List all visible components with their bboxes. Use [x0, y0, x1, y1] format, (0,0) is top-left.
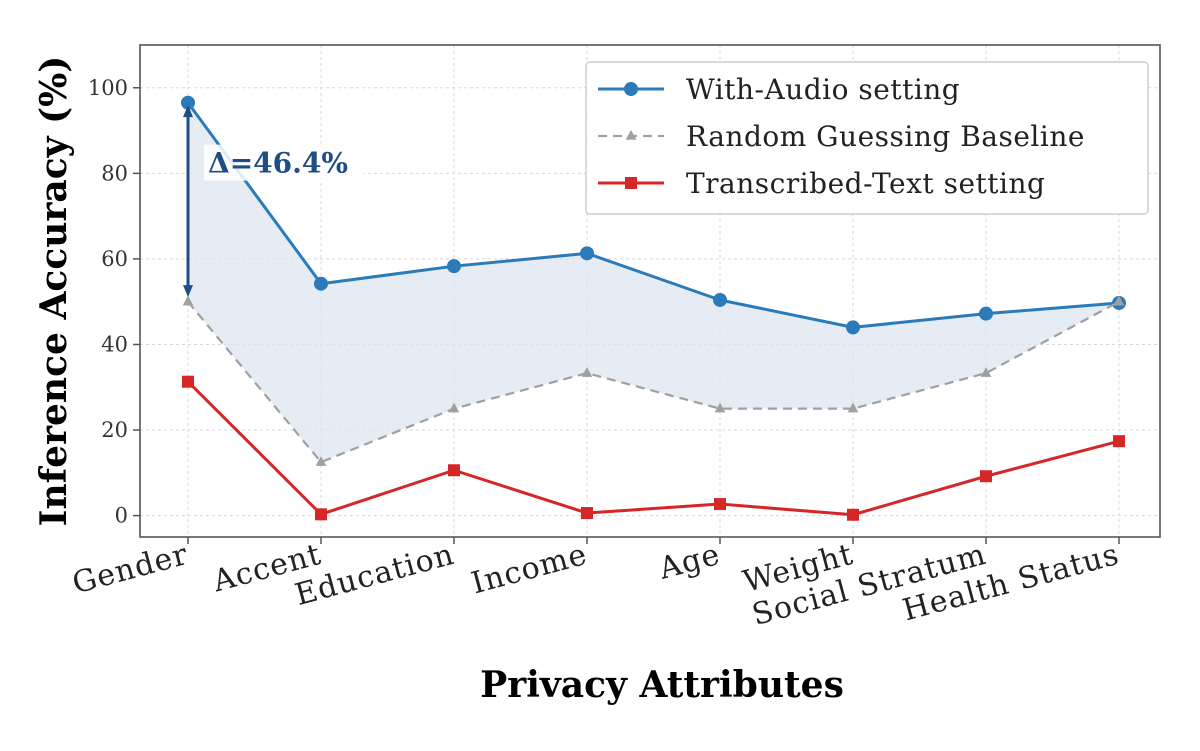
delta-label: Δ=46.4%	[208, 147, 348, 180]
legend-marker-with-audio-setting	[624, 82, 638, 96]
data-point-transcribed-text-setting	[581, 507, 593, 520]
series-line-with-audio-setting	[186, 101, 1120, 329]
data-point-with-audio-setting	[580, 246, 594, 261]
legend-label-random-guessing-baseline: Random Guessing Baseline	[686, 120, 1085, 153]
series-with-audio-setting	[181, 95, 1126, 335]
legend-item-random-guessing-baseline: Random Guessing Baseline	[598, 120, 1085, 153]
data-point-with-audio-setting	[979, 306, 993, 321]
data-point-with-audio-setting	[447, 259, 461, 274]
legend-marker-transcribed-text-setting	[625, 177, 637, 189]
delta-arrow-head-bottom	[183, 285, 193, 298]
data-point-with-audio-setting	[846, 320, 860, 335]
data-point-transcribed-text-setting	[847, 508, 859, 521]
y-tick-label: 80	[101, 161, 128, 185]
data-point-transcribed-text-setting	[714, 498, 726, 511]
delta-annotation: Δ=46.4%	[183, 105, 364, 298]
data-point-transcribed-text-setting	[1113, 435, 1125, 448]
x-axis-title: Privacy Attributes	[480, 664, 844, 706]
data-point-random-guessing-baseline	[581, 367, 593, 377]
y-tick-label: 60	[101, 247, 128, 271]
legend-item-with-audio-setting: With-Audio setting	[598, 73, 960, 106]
series-random-guessing-baseline	[182, 295, 1125, 466]
y-tick-label: 0	[115, 504, 128, 528]
legend-items: With-Audio setting Random Guessing Baseli…	[598, 73, 1085, 200]
plot-frame	[139, 44, 1161, 538]
data-point-random-guessing-baseline	[315, 456, 327, 466]
legend-box	[585, 61, 1149, 215]
data-point-transcribed-text-setting	[980, 470, 992, 483]
y-tick-label: 20	[101, 418, 128, 442]
legend-label-transcribed-text-setting: Transcribed-Text setting	[686, 167, 1045, 200]
data-point-random-guessing-baseline	[448, 402, 460, 413]
legend-marker-random-guessing-baseline	[625, 129, 637, 140]
data-point-with-audio-setting	[314, 276, 328, 291]
delta-label-background	[204, 144, 364, 181]
data-point-random-guessing-baseline	[1113, 295, 1125, 306]
legend-item-transcribed-text-setting: Transcribed-Text setting	[598, 167, 1045, 200]
series-line-transcribed-text-setting	[186, 380, 1120, 517]
y-axis-title: Inference Accuracy (%)	[33, 56, 75, 527]
y-axis-ticks: 0 20 40 60 80 100	[88, 76, 140, 528]
x-tick-label: Age	[655, 537, 725, 587]
delta-arrow-head-top	[183, 105, 193, 118]
x-tick-label: Income	[468, 537, 591, 601]
data-point-random-guessing-baseline	[980, 367, 992, 377]
data-point-transcribed-text-setting	[448, 464, 460, 477]
y-tick-label: 100	[88, 76, 128, 100]
data-point-random-guessing-baseline	[714, 402, 726, 413]
series-lines	[181, 95, 1126, 521]
x-tick-label: Gender	[69, 537, 192, 601]
legend-label-with-audio-setting: With-Audio setting	[686, 73, 960, 106]
series-line-random-guessing-baseline	[187, 300, 1120, 464]
legend: With-Audio setting Random Guessing Baseli…	[585, 61, 1149, 215]
y-tick-label: 40	[101, 332, 128, 356]
data-point-transcribed-text-setting	[182, 375, 194, 388]
data-point-random-guessing-baseline	[182, 295, 194, 306]
data-point-transcribed-text-setting	[315, 508, 327, 521]
series-transcribed-text-setting	[182, 375, 1125, 521]
data-point-with-audio-setting	[713, 292, 727, 307]
gap-shaded-area	[188, 102, 1119, 463]
data-point-random-guessing-baseline	[847, 402, 859, 413]
